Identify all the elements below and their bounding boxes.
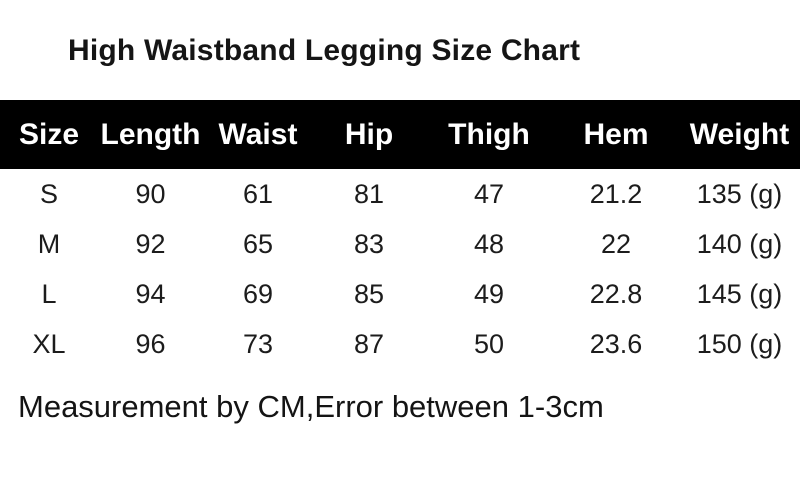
cell-hem: 23.6 bbox=[589, 328, 643, 359]
page-title: High Waistband Legging Size Chart bbox=[68, 34, 581, 67]
column-header-hip: Hip bbox=[344, 117, 394, 151]
cell-length: 94 bbox=[135, 278, 166, 309]
cell-weight: 145 (g) bbox=[696, 278, 783, 309]
cell-length: 92 bbox=[135, 228, 166, 259]
table-row-l: L 94 69 85 49 22.8 145 (g) bbox=[0, 269, 800, 319]
table-row-m: M 92 65 83 48 22 140 (g) bbox=[0, 219, 800, 269]
measurement-note: Measurement by CM,Error between 1-3cm bbox=[18, 389, 604, 424]
cell-weight: 150 (g) bbox=[696, 328, 783, 359]
cell-waist: 69 bbox=[242, 278, 274, 309]
cell-length: 90 bbox=[135, 178, 166, 209]
cell-hip: 85 bbox=[353, 278, 385, 309]
cell-size: S bbox=[39, 178, 58, 209]
cell-size: L bbox=[41, 278, 57, 309]
column-header-length: Length bbox=[100, 117, 201, 151]
cell-hip: 83 bbox=[353, 228, 385, 259]
table-header-row: Size Length Waist Hip Thigh Hem Weight bbox=[0, 100, 800, 169]
column-header-thigh: Thigh bbox=[448, 117, 530, 151]
cell-thigh: 49 bbox=[473, 278, 505, 309]
cell-weight: 140 (g) bbox=[696, 228, 783, 259]
cell-waist: 65 bbox=[242, 228, 274, 259]
cell-hip: 81 bbox=[353, 178, 385, 209]
cell-hem: 22.8 bbox=[589, 278, 643, 309]
column-header-hem: Hem bbox=[583, 117, 649, 151]
column-header-waist: Waist bbox=[218, 117, 298, 151]
cell-hem: 22 bbox=[600, 228, 632, 259]
cell-weight: 135 (g) bbox=[696, 178, 783, 209]
cell-thigh: 50 bbox=[473, 328, 505, 359]
table-row-xl: XL 96 73 87 50 23.6 150 (g) bbox=[0, 319, 800, 369]
cell-hip: 87 bbox=[353, 328, 385, 359]
cell-hem: 21.2 bbox=[589, 178, 643, 209]
table-row-s: S 90 61 81 47 21.2 135 (g) bbox=[0, 169, 800, 219]
cell-size: M bbox=[37, 228, 61, 259]
column-header-weight: Weight bbox=[689, 117, 790, 151]
cell-thigh: 48 bbox=[473, 228, 505, 259]
cell-thigh: 47 bbox=[473, 178, 505, 209]
cell-size: XL bbox=[32, 328, 66, 359]
column-header-size: Size bbox=[18, 117, 80, 151]
cell-length: 96 bbox=[135, 328, 166, 359]
cell-waist: 61 bbox=[242, 178, 274, 209]
size-chart-table: Size Length Waist Hip Thigh Hem Weight S… bbox=[0, 100, 800, 369]
cell-waist: 73 bbox=[242, 328, 274, 359]
